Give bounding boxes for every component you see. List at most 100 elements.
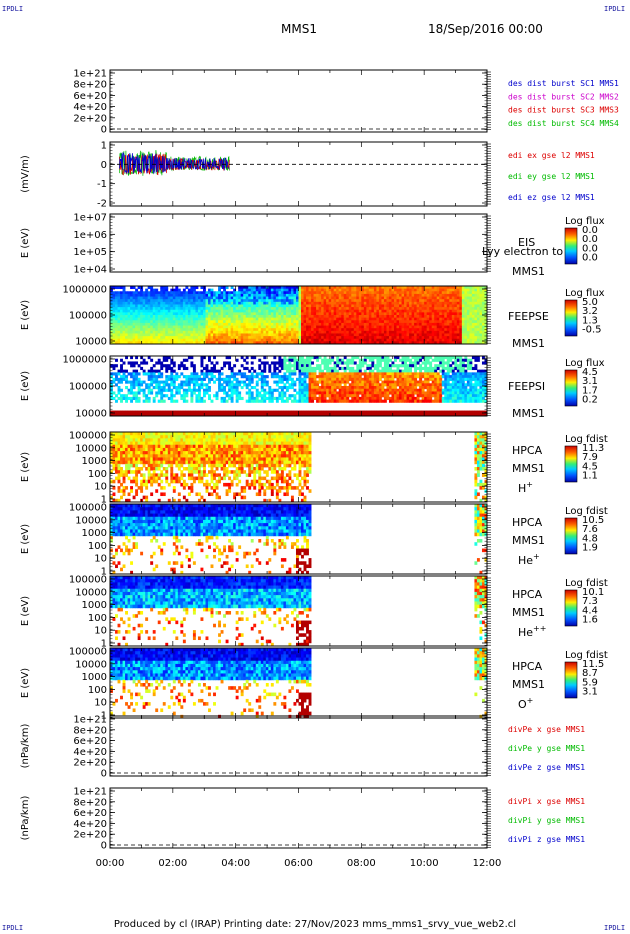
- spectrogram-cell: [328, 333, 332, 337]
- spectrogram-cell: [451, 286, 455, 290]
- spectrogram-cell: [233, 293, 237, 297]
- spectrogram-cell: [378, 341, 382, 345]
- spectrogram-cell: [333, 307, 337, 311]
- spectrogram-cell: [376, 317, 380, 321]
- spectrogram-cell: [351, 317, 355, 321]
- spectrogram-cell: [326, 375, 330, 379]
- spectrogram-cell: [436, 338, 440, 342]
- spectrogram-cell: [175, 338, 179, 342]
- spectrogram-cell: [177, 338, 181, 342]
- spectrogram-cell: [431, 301, 435, 305]
- spectrogram-cell: [368, 325, 372, 329]
- spectrogram-cell: [376, 307, 380, 311]
- spectrogram-cell: [456, 330, 460, 334]
- spectrogram-cell: [258, 320, 262, 324]
- spectrogram-cell: [338, 328, 342, 332]
- spectrogram-cell: [456, 338, 460, 342]
- spectrogram-cell: [361, 299, 365, 303]
- spectrogram-cell: [197, 336, 201, 340]
- spectrogram-cell: [396, 307, 400, 311]
- spectrogram-cell: [192, 413, 196, 417]
- spectrogram-cell: [255, 320, 259, 324]
- spectrogram-cell: [250, 304, 254, 308]
- spectrogram-cell: [348, 375, 352, 379]
- spectrogram-cell: [481, 341, 485, 345]
- spectrogram-cell: [165, 377, 169, 381]
- spectrogram-cell: [321, 410, 325, 414]
- spectrogram-cell: [197, 377, 201, 381]
- spectrogram-cell: [464, 325, 468, 329]
- spectrogram-cell: [190, 286, 194, 290]
- spectrogram-cell: [316, 291, 319, 295]
- spectrogram-cell: [303, 315, 307, 319]
- spectrogram-cell: [263, 410, 267, 414]
- ytick-label-feeps-e: 1000000: [62, 285, 107, 296]
- spectrogram-cell: [115, 375, 118, 379]
- spectrogram-cell: [117, 338, 121, 342]
- spectrogram-cell: [471, 336, 475, 340]
- spectrogram-cell: [192, 410, 196, 414]
- spectrogram-cell: [293, 399, 297, 403]
- spectrogram-cell: [170, 330, 174, 334]
- spectrogram-cell: [110, 413, 113, 417]
- spectrogram-cell: [150, 375, 154, 379]
- spectrogram-cell: [471, 291, 475, 295]
- spectrogram-cell: [187, 304, 191, 308]
- spectrogram-cell: [233, 299, 237, 303]
- spectrogram-cell: [270, 396, 274, 401]
- spectrogram-cell: [321, 396, 325, 401]
- spectrogram-cell: [429, 301, 433, 305]
- spectrogram-cell: [293, 299, 297, 303]
- spectrogram-cell: [192, 336, 196, 340]
- spectrogram-cell: [120, 304, 123, 308]
- spectrogram-cell: [361, 341, 365, 345]
- spectrogram-cell: [363, 288, 367, 292]
- spectrogram-cell: [454, 336, 458, 340]
- spectrogram-cell: [456, 309, 460, 313]
- spectrogram-cell: [248, 320, 252, 324]
- spectrogram-cell: [160, 301, 164, 305]
- spectrogram-cell: [436, 299, 440, 303]
- spectrogram-cell: [122, 291, 126, 295]
- spectrogram-cell: [195, 396, 199, 401]
- spectrogram-cell: [230, 396, 234, 401]
- spectrogram-cell: [361, 315, 365, 319]
- spectrogram-cell: [170, 366, 174, 371]
- spectrogram-cell: [333, 304, 337, 308]
- spectrogram-cell: [301, 358, 304, 362]
- spectrogram-cell: [250, 377, 254, 381]
- spectrogram-cell: [255, 333, 259, 337]
- spectrogram-cell: [466, 333, 470, 337]
- spectrogram-cell: [147, 296, 151, 300]
- spectrogram-cell: [197, 394, 201, 398]
- spectrogram-cell: [449, 315, 453, 319]
- spectrogram-cell: [215, 312, 219, 316]
- spectrogram-cell: [434, 322, 438, 326]
- spectrogram-cell: [180, 312, 184, 316]
- spectrogram-cell: [318, 307, 322, 311]
- spectrogram-cell: [230, 380, 234, 384]
- spectrogram-cell: [132, 301, 136, 305]
- spectrogram-cell: [223, 336, 227, 340]
- spectrogram-cell: [240, 325, 244, 329]
- spectrogram-cell: [346, 333, 350, 337]
- spectrogram-cell: [356, 391, 360, 395]
- spectrogram-cell: [484, 333, 488, 337]
- spectrogram-cell: [230, 330, 234, 334]
- spectrogram-cell: [243, 358, 247, 362]
- spectrogram-cell: [228, 356, 232, 360]
- spectrogram-cell: [122, 333, 126, 337]
- spectrogram-cell: [157, 386, 161, 390]
- spectrogram-cell: [260, 330, 264, 334]
- spectrogram-cell: [145, 317, 149, 321]
- spectrogram-cell: [110, 396, 113, 401]
- spectrogram-cell: [386, 338, 390, 342]
- spectrogram-cell: [394, 307, 397, 311]
- spectrogram-cell: [235, 320, 239, 324]
- spectrogram-cell: [323, 391, 327, 395]
- spectrogram-cell: [303, 358, 307, 362]
- spectrogram-cell: [383, 330, 387, 334]
- spectrogram-cell: [396, 304, 400, 308]
- spectrogram-cell: [195, 333, 199, 337]
- spectrogram-cell: [140, 317, 144, 321]
